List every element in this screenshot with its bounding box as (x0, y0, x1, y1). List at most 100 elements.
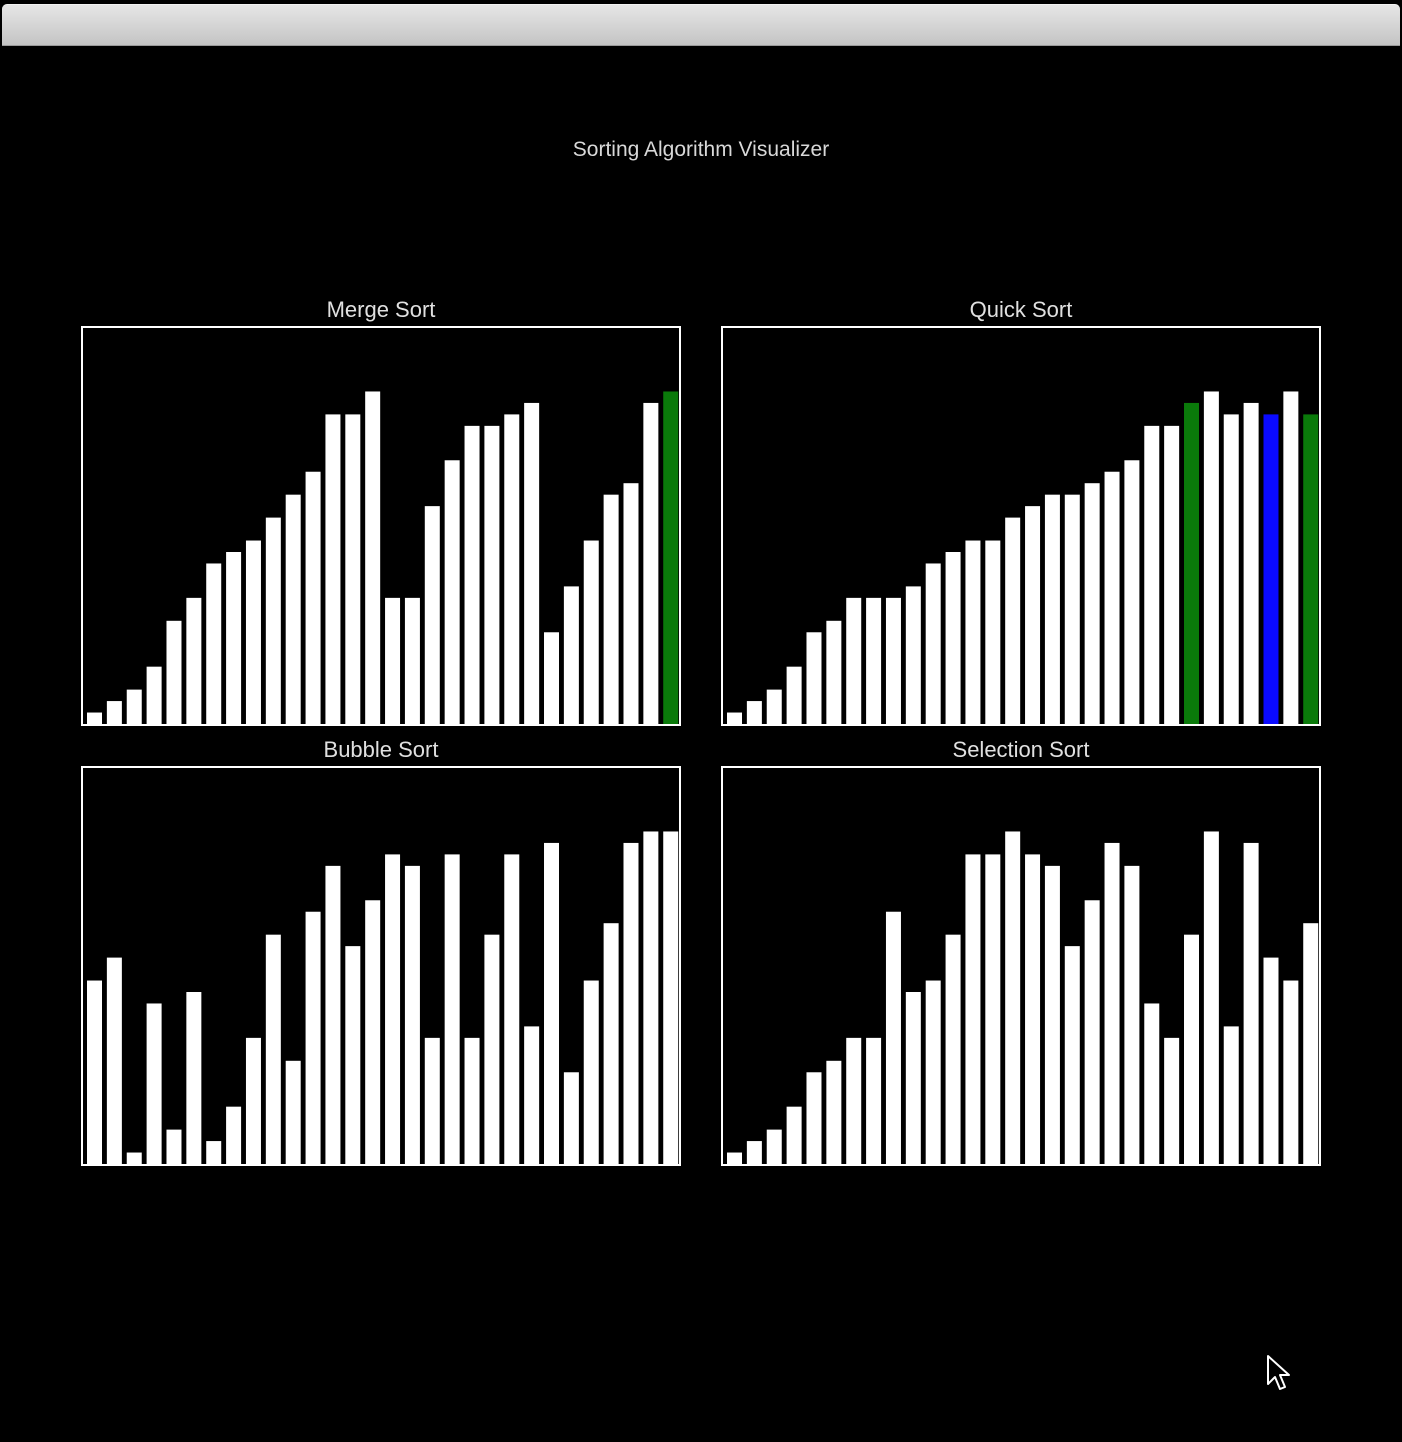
bar (643, 402, 659, 724)
bar (603, 923, 619, 1164)
bar (226, 552, 242, 724)
bar (544, 842, 560, 1164)
bar (925, 563, 941, 724)
bar (623, 483, 639, 724)
bubble-sort-chart (81, 766, 681, 1166)
selection-sort-chart (721, 766, 1321, 1166)
bar (885, 911, 901, 1164)
merge-sort-chart (81, 326, 681, 726)
bar (484, 425, 500, 724)
bar (985, 540, 1001, 724)
bar (826, 1060, 842, 1164)
bar (1243, 402, 1259, 724)
bar (385, 597, 401, 724)
bar (444, 460, 460, 724)
bar (305, 471, 321, 724)
bar (404, 865, 420, 1164)
bar (1283, 980, 1299, 1164)
bar (464, 1037, 480, 1164)
bar (424, 1037, 440, 1164)
bar (806, 632, 822, 724)
bar (345, 414, 361, 724)
bar (1005, 831, 1021, 1164)
bar (544, 632, 560, 724)
bar (663, 831, 679, 1164)
bar (945, 552, 961, 724)
bar (504, 854, 520, 1164)
bar (365, 391, 381, 724)
bar (846, 1037, 862, 1164)
bar (846, 597, 862, 724)
bar (1104, 842, 1120, 1164)
bar (643, 831, 659, 1164)
bar (563, 1072, 579, 1164)
bar (727, 1152, 742, 1164)
bar (325, 865, 341, 1164)
bar (1303, 923, 1319, 1164)
bar (1223, 1026, 1239, 1164)
bar (404, 597, 420, 724)
bar (345, 946, 361, 1164)
bar (524, 402, 540, 724)
bar (1124, 460, 1140, 724)
bar (1005, 517, 1021, 724)
bar (786, 1106, 802, 1164)
bar (746, 701, 762, 724)
bar (265, 934, 281, 1164)
quick-sort-chart (721, 326, 1321, 726)
bar (245, 540, 261, 724)
bar (206, 1141, 222, 1164)
bar (1283, 391, 1299, 724)
bar (1184, 402, 1200, 724)
bar (766, 689, 782, 724)
merge-sort-bars (87, 391, 679, 724)
window-titlebar[interactable] (2, 4, 1400, 46)
bar (146, 666, 162, 724)
bar (563, 586, 579, 724)
bar (1303, 414, 1319, 724)
bar (385, 854, 401, 1164)
bar (727, 712, 742, 724)
bar (1144, 425, 1160, 724)
bar (1084, 900, 1100, 1164)
bar (166, 1129, 182, 1164)
bar (1243, 842, 1259, 1164)
bar (905, 586, 921, 724)
bar (663, 391, 679, 724)
bar (826, 620, 842, 724)
bar (1164, 1037, 1180, 1164)
bar (985, 854, 1001, 1164)
bar (1184, 934, 1200, 1164)
bar (1104, 471, 1120, 724)
bar (965, 540, 981, 724)
bar (1203, 391, 1219, 724)
selection-sort-bars (727, 831, 1319, 1164)
bar (623, 842, 639, 1164)
bar (186, 992, 202, 1164)
bar (1025, 506, 1041, 724)
bar (126, 1152, 142, 1164)
bar (285, 1060, 301, 1164)
bar (325, 414, 341, 724)
bar (444, 854, 460, 1164)
bar (285, 494, 301, 724)
bar (905, 992, 921, 1164)
bar (1164, 425, 1180, 724)
bar (126, 689, 142, 724)
bubble-sort-bars (87, 831, 679, 1164)
bar (945, 934, 961, 1164)
bar (87, 980, 102, 1164)
bar (1124, 865, 1140, 1164)
bar (866, 1037, 882, 1164)
bar (365, 900, 381, 1164)
bar (786, 666, 802, 724)
bar (1064, 494, 1080, 724)
bar (746, 1141, 762, 1164)
quick-sort-bars (727, 391, 1319, 724)
bar (245, 1037, 261, 1164)
bar (87, 712, 102, 724)
bar (1044, 494, 1060, 724)
bar (424, 506, 440, 724)
bar (186, 597, 202, 724)
